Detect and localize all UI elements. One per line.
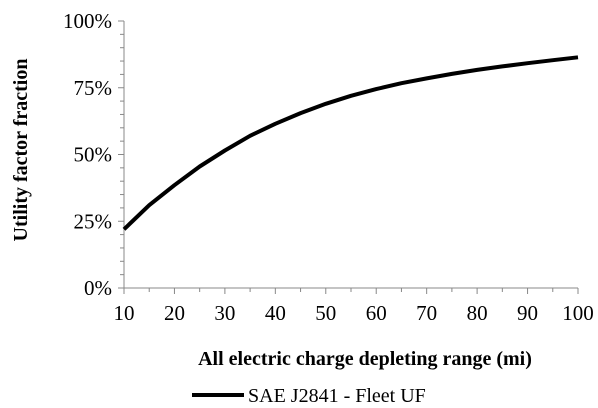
x-tick-label: 40 [265, 301, 286, 325]
x-axis-ticks: 10 20 30 40 50 60 70 80 90 100 [114, 288, 594, 325]
x-tick-label: 80 [467, 301, 488, 325]
legend: SAE J2841 - Fleet UF [192, 385, 426, 407]
y-tick-label: 75% [74, 76, 113, 100]
x-axis-title: All electric charge depleting range (mi) [198, 348, 532, 370]
series-line [122, 55, 579, 231]
plot-area [122, 21, 579, 289]
y-tick-label: 0% [84, 276, 112, 300]
x-tick-label: 30 [214, 301, 235, 325]
y-tick-label: 25% [74, 209, 113, 233]
x-tick-label: 20 [164, 301, 185, 325]
y-tick-label: 50% [74, 143, 113, 167]
x-tick-label: 60 [366, 301, 387, 325]
legend-label: SAE J2841 - Fleet UF [248, 385, 426, 407]
y-axis-title: Utility factor fraction [10, 59, 32, 242]
x-tick-label: 50 [315, 301, 336, 325]
y-axis-ticks: 0% 25% 50% 75% 100% [63, 9, 124, 300]
x-tick-label: 90 [517, 301, 538, 325]
y-tick-label: 100% [63, 9, 112, 33]
x-tick-label: 10 [114, 301, 135, 325]
x-tick-label: 70 [416, 301, 437, 325]
x-tick-label: 100 [562, 301, 594, 325]
